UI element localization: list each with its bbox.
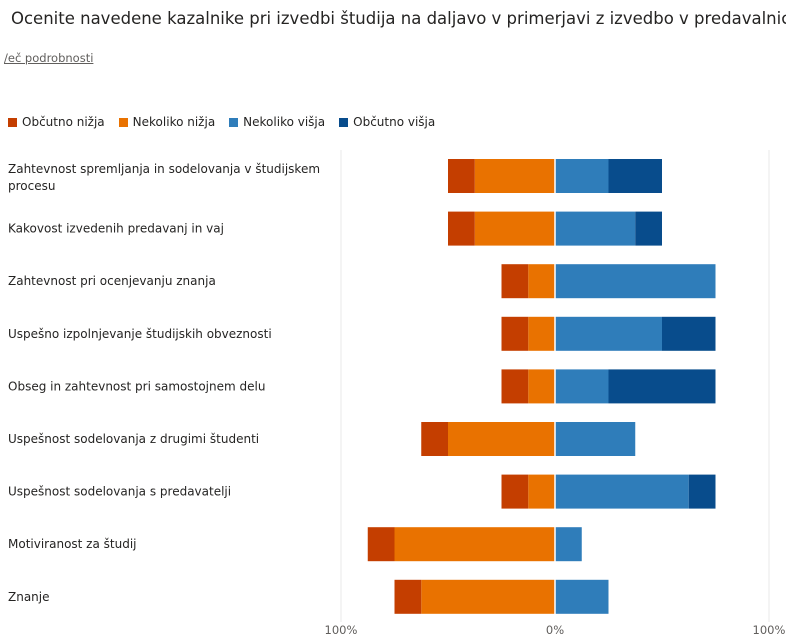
legend-swatch <box>118 117 128 127</box>
page-title: Ocenite navedene kazalnike pri izvedbi š… <box>11 9 786 28</box>
bar-občutno-nižja[interactable] <box>448 159 475 193</box>
x-tick-label: 100% <box>753 623 786 635</box>
bar-občutno-višja[interactable] <box>608 159 663 193</box>
bar-občutno-višja[interactable] <box>608 369 716 404</box>
bar-nekoliko-nižja[interactable] <box>421 579 555 614</box>
bar-nekoliko-višja[interactable] <box>555 369 609 404</box>
bar-občutno-nižja[interactable] <box>448 211 475 246</box>
legend-swatch <box>8 117 17 127</box>
bar-občutno-nižja[interactable] <box>501 369 529 404</box>
bar-nekoliko-nižja[interactable] <box>528 369 555 404</box>
category-label: Zahtevnost spremljanja in sodelovanja v … <box>8 162 320 193</box>
x-tick-label: 100% <box>325 623 358 635</box>
category-label: Znanje <box>8 590 50 604</box>
category-label: Zahtevnost pri ocenjevanju znanja <box>8 274 216 288</box>
bar-nekoliko-nižja[interactable] <box>528 264 555 299</box>
bar-nekoliko-nižja[interactable] <box>448 422 555 456</box>
bar-nekoliko-višja[interactable] <box>555 159 609 193</box>
category-label: Kakovost izvedenih predavanj in vaj <box>8 222 224 236</box>
category-label: Uspešnost sodelovanja z drugimi študenti <box>8 432 259 446</box>
bar-nekoliko-višja[interactable] <box>555 579 609 614</box>
legend-item-3[interactable]: Občutno višja <box>339 115 435 129</box>
bar-občutno-nižja[interactable] <box>367 527 395 562</box>
more-details-link[interactable]: /eč podrobnosti <box>4 51 94 65</box>
bar-nekoliko-nižja[interactable] <box>474 159 555 193</box>
bar-občutno-nižja[interactable] <box>421 422 448 456</box>
bar-nekoliko-višja[interactable] <box>555 474 689 509</box>
legend-swatch <box>339 117 349 127</box>
chart-legend: Občutno nižja Nekoliko nižja Nekoliko višj… <box>8 115 435 129</box>
legend-label: Občutno nižja <box>22 115 105 129</box>
bar-občutno-višja[interactable] <box>635 211 662 246</box>
x-tick-label: 0% <box>546 623 564 635</box>
legend-label: Nekoliko nižja <box>132 115 216 129</box>
bar-občutno-višja[interactable] <box>688 474 716 509</box>
category-label: Obseg in zahtevnost pri samostojnem delu <box>8 379 265 393</box>
bar-občutno-nižja[interactable] <box>501 316 529 351</box>
bar-nekoliko-nižja[interactable] <box>528 316 555 351</box>
bar-občutno-višja[interactable] <box>662 316 716 351</box>
bar-nekoliko-nižja[interactable] <box>474 211 555 246</box>
category-label: Uspešno izpolnjevanje študijskih obvezno… <box>8 327 272 341</box>
bar-nekoliko-višja[interactable] <box>555 264 716 299</box>
bar-nekoliko-višja[interactable] <box>555 316 662 351</box>
bar-nekoliko-višja[interactable] <box>555 211 636 246</box>
bar-občutno-nižja[interactable] <box>394 579 422 614</box>
bar-nekoliko-višja[interactable] <box>555 422 636 456</box>
legend-swatch <box>229 117 239 127</box>
category-label: Motiviranost za študij <box>8 537 137 551</box>
bar-občutno-nižja[interactable] <box>501 474 529 509</box>
legend-item-0[interactable]: Občutno nižja <box>8 115 105 129</box>
bar-nekoliko-višja[interactable] <box>555 527 582 562</box>
legend-label: Občutno višja <box>353 115 436 129</box>
category-label: Uspešnost sodelovanja s predavatelji <box>8 485 231 499</box>
bar-nekoliko-nižja[interactable] <box>394 527 556 562</box>
bar-nekoliko-nižja[interactable] <box>528 474 555 509</box>
legend-item-1[interactable]: Nekoliko nižja <box>118 115 216 129</box>
legend-label: Nekoliko višja <box>243 115 326 129</box>
legend-item-2[interactable]: Nekoliko višja <box>229 115 325 129</box>
bar-občutno-nižja[interactable] <box>501 264 529 299</box>
